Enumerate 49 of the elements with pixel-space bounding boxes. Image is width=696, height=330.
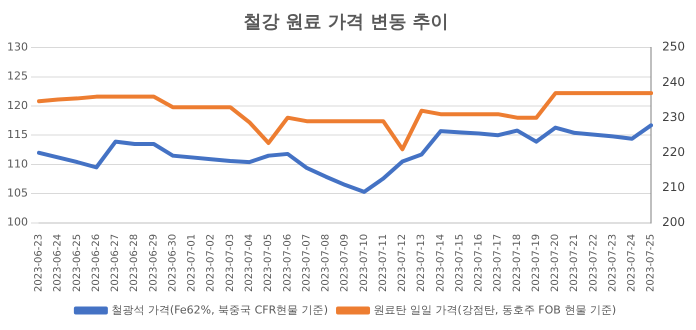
x-tick-label: 2023-06-29 [148, 234, 160, 292]
x-tick-label: 2023-07-05 [263, 234, 274, 292]
x-tick-label: 2023-07-18 [512, 234, 523, 292]
x-tick-label: 2023-07-01 [186, 234, 198, 292]
x-tick-label: 2023-06-26 [90, 234, 102, 292]
y2-tick-label: 250 [662, 40, 685, 54]
x-tick-label: 2023-06-23 [34, 234, 45, 292]
x-tick-label: 2023-07-14 [435, 234, 446, 292]
x-tick-label: 2023-07-25 [646, 234, 657, 292]
chart-title: 철강 원료 가격 변동 추이 [243, 11, 449, 32]
y2-tick-label: 200 [662, 215, 685, 230]
x-tick-label: 2023-06-25 [72, 234, 83, 292]
legend-label: 원료탄 일일 가격(강점탄, 동호주 FOB 현물 기준) [374, 303, 616, 316]
y2-tick-label: 240 [662, 74, 685, 89]
x-tick-label: 2023-07-02 [206, 234, 217, 292]
x-tick-label: 2023-07-07 [301, 234, 312, 292]
y-tick-label: 105 [6, 186, 28, 200]
x-tick-label: 2023-07-12 [397, 234, 408, 292]
x-tick-label: 2023-07-06 [282, 234, 294, 292]
x-tick-label: 2023-06-28 [129, 234, 140, 292]
y-tick-label: 120 [6, 98, 28, 112]
x-tick-label: 2023-07-03 [224, 234, 236, 292]
x-tick-label: 2023-07-09 [340, 234, 351, 292]
x-tick-label: 2023-07-13 [416, 234, 428, 292]
y-tick-label: 125 [6, 70, 28, 83]
y-tick-label: 130 [6, 40, 28, 54]
x-tick-label: 2023-06-24 [52, 234, 64, 292]
x-tick-label: 2023-07-10 [358, 234, 370, 292]
x-tick-label: 2023-07-15 [454, 234, 466, 292]
x-tick-label: 2023-06-27 [110, 234, 122, 292]
x-tick-label: 2023-07-16 [474, 234, 485, 292]
legend-label: 철광석 가격(Fe62%, 북중국 CFR현물 기준) [111, 303, 328, 316]
y2-tick-label: 210 [662, 180, 685, 194]
x-tick-label: 2023-07-19 [530, 234, 542, 292]
y-tick-label: 100 [6, 216, 28, 229]
x-tick-label: 2023-07-17 [492, 234, 504, 292]
y2-tick-label: 230 [662, 110, 685, 124]
x-tick-label: 2023-07-04 [244, 234, 255, 292]
x-tick-label: 2023-07-21 [569, 234, 580, 292]
y-tick-label: 110 [6, 157, 28, 170]
x-tick-label: 2023-07-22 [588, 234, 600, 292]
y-tick-label: 115 [6, 128, 28, 142]
x-tick-label: 2023-07-08 [320, 234, 332, 292]
x-tick-label: 2023-06-30 [167, 234, 178, 292]
x-tick-label: 2023-07-20 [550, 234, 562, 292]
x-tick-label: 2023-07-11 [378, 234, 389, 292]
x-tick-label: 2023-07-23 [607, 234, 618, 292]
y2-tick-label: 220 [662, 144, 685, 159]
x-tick-label: 2023-07-24 [626, 234, 638, 292]
